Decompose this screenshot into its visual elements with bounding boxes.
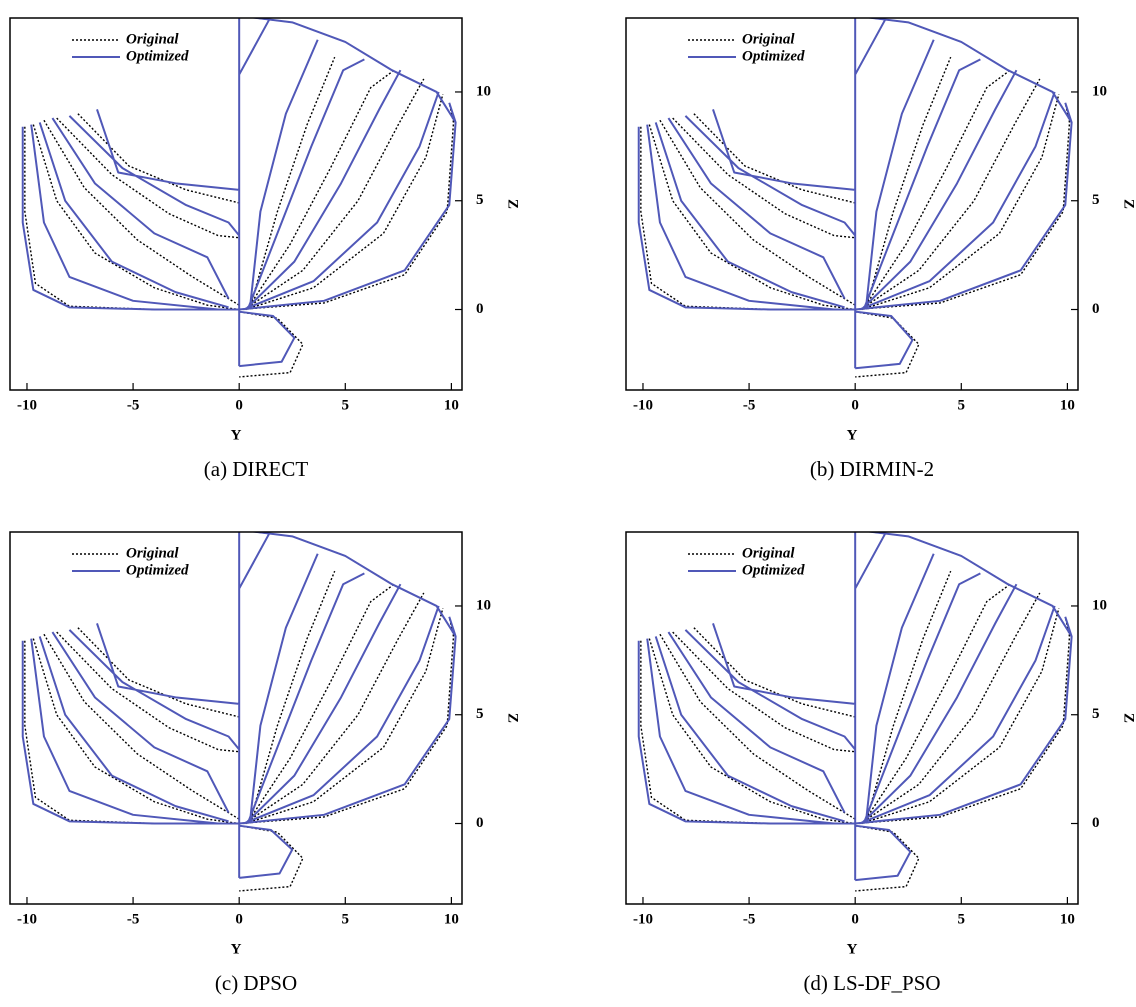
y-axis-label: Z: [1121, 713, 1136, 723]
x-tick-label: 0: [851, 911, 859, 927]
legend-label: Original: [742, 545, 795, 561]
caption: (a) DIRECT: [204, 457, 309, 481]
y-tick-label: 0: [476, 301, 484, 317]
x-tick-label: 5: [958, 911, 966, 927]
plot-area: [21, 532, 457, 892]
section-curve: [640, 18, 1073, 378]
x-tick-label: -10: [17, 911, 37, 927]
plot-frame: [625, 531, 1079, 905]
plot-frame: [9, 17, 463, 391]
section-curve: [24, 532, 457, 892]
y-tick-label: 5: [476, 192, 484, 208]
x-tick-label: 5: [342, 911, 350, 927]
legend-label: Original: [126, 545, 179, 561]
y-axis-label: Z: [505, 713, 521, 723]
x-tick-label: -10: [633, 911, 653, 927]
y-tick-label: 10: [476, 597, 491, 613]
x-tick-label: 10: [1060, 911, 1075, 927]
x-tick-label: 10: [444, 397, 459, 413]
caption: (d) LS-DF_PSO: [803, 971, 940, 995]
section-curve: [637, 532, 1073, 882]
plot-frame: [625, 17, 1079, 391]
plot-area: [637, 532, 1073, 892]
y-axis-label: Z: [505, 199, 521, 209]
section-curve: [21, 532, 457, 879]
section-curve: [637, 18, 1073, 370]
y-tick-label: 10: [1092, 597, 1107, 613]
y-tick-label: 10: [1092, 83, 1107, 99]
x-tick-label: -5: [743, 397, 756, 413]
section-curve: [24, 18, 457, 378]
x-tick-label: 0: [851, 397, 859, 413]
x-tick-label: -5: [127, 911, 140, 927]
y-axis-label: Z: [1121, 199, 1136, 209]
x-axis-label: Y: [231, 941, 242, 957]
y-tick-label: 0: [476, 815, 484, 831]
legend-label: Optimized: [126, 48, 189, 64]
plot-area: [21, 18, 457, 378]
x-tick-label: -10: [17, 397, 37, 413]
y-tick-label: 5: [476, 706, 484, 722]
plot-area: [637, 18, 1073, 378]
panel: -10 -5 0 5 10 0 5 10 Y Z (b) DIRMIN-2 OriginalOptim…: [625, 17, 1136, 481]
y-tick-label: 0: [1092, 301, 1100, 317]
panel: -10 -5 0 5 10 0 5 10 Y Z (a) DIRECT OriginalOptimiz…: [9, 17, 521, 481]
x-tick-label: 10: [444, 911, 459, 927]
legend-label: Original: [742, 31, 795, 47]
x-tick-label: 0: [235, 397, 243, 413]
legend-label: Original: [126, 31, 179, 47]
y-tick-label: 10: [476, 83, 491, 99]
y-tick-label: 5: [1092, 192, 1100, 208]
section-curve: [640, 532, 1073, 892]
x-axis-label: Y: [847, 941, 858, 957]
x-axis-label: Y: [231, 427, 242, 443]
x-tick-label: -5: [743, 911, 756, 927]
legend-label: Optimized: [742, 562, 805, 578]
y-tick-label: 5: [1092, 706, 1100, 722]
x-tick-label: 5: [342, 397, 350, 413]
panel: -10 -5 0 5 10 0 5 10 Y Z (d) LS-DF_PSO OriginalOpti…: [625, 531, 1136, 995]
x-tick-label: -10: [633, 397, 653, 413]
plot-frame: [9, 531, 463, 905]
section-curve: [21, 18, 457, 368]
x-tick-label: 0: [235, 911, 243, 927]
y-tick-label: 0: [1092, 815, 1100, 831]
legend-label: Optimized: [126, 562, 189, 578]
x-tick-label: -5: [127, 397, 140, 413]
x-axis-label: Y: [847, 427, 858, 443]
caption: (c) DPSO: [215, 971, 297, 995]
caption: (b) DIRMIN-2: [810, 457, 934, 481]
x-tick-label: 5: [958, 397, 966, 413]
legend-label: Optimized: [742, 48, 805, 64]
x-tick-label: 10: [1060, 397, 1075, 413]
